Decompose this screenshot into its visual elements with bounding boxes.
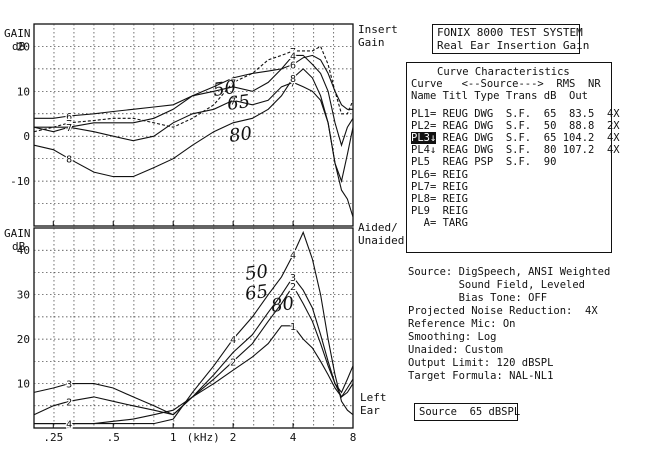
bottom-series-line — [33, 284, 354, 416]
curve-table-row: PL8= REIG — [411, 193, 468, 206]
bottom-series-label: 2 — [66, 397, 72, 408]
bottom-handwritten-note: 50 — [244, 261, 270, 285]
curve-table-row: PL7= REIG — [411, 180, 468, 193]
bottom-y-label-gain: GAIN — [4, 227, 31, 240]
curve-table-row: PL5 REAG PSP S.F. 90 — [411, 156, 557, 169]
curve-table-title: Curve Characteristics — [437, 66, 570, 78]
bottom-series-label: 3 — [290, 273, 296, 284]
top-series-line — [33, 54, 354, 148]
bottom-y-tick-label: 40 — [17, 244, 30, 257]
top-y-tick-label: -10 — [10, 175, 30, 188]
top-series-label: 7 — [230, 96, 236, 107]
top-series-label: 4 — [66, 123, 72, 134]
bottom-series-label: 1 — [66, 420, 72, 431]
top-right-label-2: Gain — [358, 36, 385, 49]
info-line: Bias Tone: OFF — [408, 292, 548, 304]
top-series-label: 8 — [290, 74, 296, 85]
x-tick-label: 2 — [230, 431, 237, 444]
bottom-right-label-1: Aided/ — [358, 221, 398, 234]
top-series-label: 7 — [66, 123, 72, 134]
system-name: FONIX 8000 TEST SYSTEM — [437, 26, 583, 39]
bottom-series-label: 2 — [290, 282, 296, 293]
bottom-series-label: 4 — [290, 251, 296, 262]
bottom-right-label-3: Left — [360, 391, 387, 404]
top-series-label: 7 — [66, 119, 72, 130]
bottom-series-label: 1 — [290, 322, 296, 333]
bottom-series-line — [34, 325, 354, 425]
bottom-y-label-unit: dB — [12, 240, 26, 253]
top-series-label: 7 — [290, 47, 296, 58]
info-line: Source: DigSpeech, ANSI Weighted — [408, 266, 611, 278]
curve-table-row: PL1= REUG DWG S.F. 65 83.5 4X — [411, 107, 620, 120]
top-handwritten-note: 65 — [226, 91, 252, 115]
info-lines: Source: DigSpeech, ANSI Weighted Sound F… — [408, 266, 610, 383]
top-series-line — [34, 54, 353, 119]
curve-table-rows: PL1= REUG DWG S.F. 65 83.5 4X PL2= REAG D… — [411, 107, 620, 230]
x-tick-label: .5 — [107, 431, 120, 444]
bottom-series-label: 3 — [66, 380, 72, 391]
source-level-text: Source 65 dBSPL — [419, 406, 521, 418]
bottom-y-tick-label: 10 — [17, 378, 30, 391]
info-line: Target Formula: NAL-NL1 — [408, 370, 554, 382]
bottom-series-label: 2 — [230, 357, 236, 368]
top-right-label-1: Insert — [358, 23, 398, 36]
curve-table-header-1: Curve <--Source---> RMS NR — [411, 78, 601, 91]
curve-table-row: PL4↓ REAG DWG S.F. 80 107.2 4X — [411, 144, 620, 157]
top-y-label-gain: GAIN — [4, 27, 31, 40]
info-line: Smoothing: Log — [408, 331, 497, 343]
system-mode: Real Ear Insertion Gain — [437, 39, 590, 52]
curve-table-row: PL9 REIG — [411, 205, 468, 218]
bottom-series-label: 4 — [66, 420, 72, 431]
curve-table-row: PL3↓ REAG DWG S.F. 65 104.2 4X — [411, 132, 620, 145]
bottom-right-label-4: Ear — [360, 404, 380, 417]
top-series-label: 7 — [290, 78, 296, 89]
top-y-tick-label: 20 — [17, 40, 30, 53]
highlighted-curve-name: PL3↓ — [411, 132, 437, 145]
measurement-info: Source: DigSpeech, ANSI Weighted Sound F… — [408, 266, 610, 383]
top-y-tick-label: 0 — [23, 130, 30, 143]
curve-table-row: A= TARG — [411, 217, 468, 230]
bottom-y-tick-label: 20 — [17, 333, 30, 346]
top-series-label: 6 — [66, 112, 72, 123]
top-series-line — [33, 68, 354, 218]
bottom-handwritten-note: 80 — [270, 293, 296, 317]
x-tick-label: .25 — [43, 431, 63, 444]
top-y-tick-label: 10 — [17, 85, 30, 98]
x-tick-label: 1 — [170, 431, 177, 444]
info-line: Reference Mic: On — [408, 318, 516, 330]
system-title-box: FONIX 8000 TEST SYSTEM Real Ear Insertio… — [432, 24, 590, 54]
top-y-label-unit: dB — [12, 40, 26, 53]
curve-characteristics-panel: Curve Characteristics Curve <--Source---… — [406, 62, 620, 253]
curve-table-row: PL2= REAG DWG S.F. 50 88.8 2X — [411, 119, 620, 132]
bottom-y-tick-label: 30 — [17, 289, 30, 302]
info-line: Sound Field, Leveled — [408, 279, 586, 291]
top-handwritten-note: 50 — [212, 77, 238, 101]
source-level-box: Source 65 dBSPL — [414, 403, 521, 421]
top-series-label: 4 — [290, 51, 296, 62]
bottom-series-label: 4 — [230, 335, 236, 346]
bottom-handwritten-note: 65 — [244, 281, 270, 305]
info-line: Projected Noise Reduction: 4X — [408, 305, 598, 317]
bottom-series-line — [34, 230, 354, 425]
info-line: Output Limit: 120 dBSPL — [408, 357, 554, 369]
x-axis-unit-label: (kHz) — [187, 431, 220, 444]
bottom-right-label-2: Unaided — [358, 234, 405, 247]
curve-table-row: PL6= REIG — [411, 168, 468, 181]
top-series-label: 6 — [290, 60, 296, 71]
top-series-label: 8 — [66, 155, 72, 166]
curve-table-header-2: Name Titl Type Trans dB Out — [411, 90, 589, 103]
bottom-series-line — [33, 275, 354, 416]
x-tick-label: 8 — [350, 431, 357, 444]
top-series-label: 7 — [230, 78, 236, 89]
info-line: Unaided: Custom — [408, 344, 503, 356]
top-handwritten-note: 80 — [228, 123, 254, 147]
x-tick-label: 4 — [290, 431, 297, 444]
